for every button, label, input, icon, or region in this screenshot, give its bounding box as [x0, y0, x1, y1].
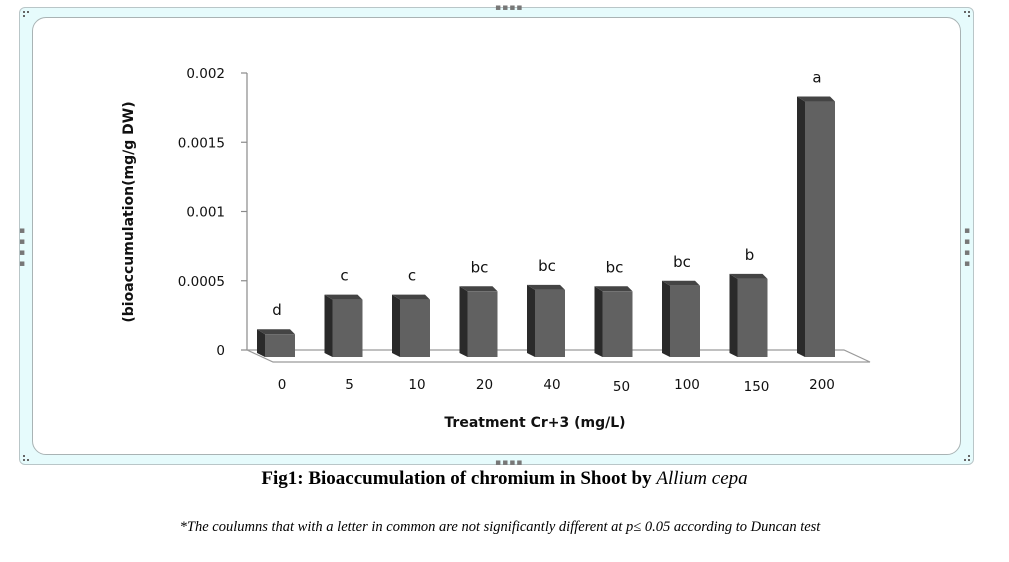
- resize-handle-bottom[interactable]: ▪▪▪▪: [495, 458, 524, 468]
- resize-handle-bottom-left[interactable]: [23, 455, 29, 461]
- bar-side: [797, 96, 805, 358]
- bar: [324, 294, 363, 357]
- bar-side: [324, 294, 333, 357]
- x-tick-label: 150: [744, 379, 770, 395]
- bar-side: [459, 286, 468, 357]
- bar-top: [257, 329, 295, 335]
- resize-handle-bottom-right[interactable]: [964, 455, 970, 461]
- resize-handle-top-left[interactable]: [23, 11, 29, 17]
- x-tick-label: 100: [674, 377, 700, 393]
- bar-front: [535, 289, 565, 357]
- significance-label: b: [745, 246, 755, 264]
- bar-side: [662, 280, 670, 357]
- significance-label: c: [408, 267, 416, 285]
- significance-label: bc: [471, 258, 489, 276]
- y-tick-label: 0.001: [186, 205, 225, 221]
- y-tick-label: 0.002: [186, 66, 225, 82]
- bar-side: [257, 329, 265, 357]
- bar-front: [400, 299, 430, 357]
- bar: [594, 286, 633, 357]
- bar: [729, 273, 768, 357]
- bar-top: [797, 96, 835, 102]
- bar-chart: 0 0.0005 0.001 0.0015 0.002 d 0 c 5 c 10 bc 20 bc 40 b…: [121, 66, 871, 431]
- footnote: *The coulumns that with a letter in comm…: [179, 519, 821, 535]
- x-tick-label: 0: [278, 377, 287, 393]
- resize-handle-top[interactable]: ▪▪▪▪: [495, 3, 524, 13]
- significance-label: a: [812, 69, 821, 87]
- bar: [662, 280, 700, 357]
- bar: [527, 284, 565, 357]
- bar-front: [265, 334, 295, 357]
- significance-label: bc: [673, 253, 691, 271]
- figure-caption-species: Allium cepa: [656, 468, 748, 489]
- bar-top: [729, 273, 768, 279]
- y-tick-label: 0.0015: [178, 135, 225, 151]
- figure-caption: Fig1: Bioaccumulation of chromium in Sho…: [0, 468, 1009, 490]
- figure-caption-text: : Bioaccumulation of chromium in Shoot b…: [297, 468, 657, 489]
- bar-front: [332, 299, 363, 357]
- bar: [392, 294, 430, 357]
- bar-front: [467, 291, 498, 357]
- x-tick-label: 40: [543, 377, 560, 393]
- resize-handle-left[interactable]: ▪▪▪▪: [17, 226, 27, 270]
- x-tick-label: 10: [408, 377, 425, 393]
- bar-top: [527, 284, 565, 290]
- bar-front: [805, 101, 835, 357]
- resize-handle-right[interactable]: ▪▪▪▪: [962, 226, 972, 270]
- resize-handle-top-right[interactable]: [964, 11, 970, 17]
- chart-floor: [246, 349, 871, 363]
- bar: [459, 286, 498, 357]
- y-axis-title: (bioaccumulation(mg/g DW): [121, 101, 137, 322]
- bar-top: [459, 286, 498, 292]
- labels: d 0 c 5 c 10 bc 20 bc 40 bc 50 bc 100 b 150 a 200: [272, 69, 835, 395]
- bar-front: [737, 278, 768, 357]
- bar-side: [594, 286, 603, 357]
- bar-side: [392, 294, 400, 357]
- x-tick-label: 50: [613, 379, 630, 395]
- bar-front: [602, 291, 633, 357]
- bar-top: [662, 280, 700, 286]
- significance-label: c: [340, 267, 348, 285]
- bar-side: [527, 284, 535, 357]
- bar-top: [392, 294, 430, 300]
- significance-label: bc: [606, 258, 624, 276]
- bar-top: [594, 286, 633, 292]
- bar: [257, 329, 295, 357]
- x-tick-label: 200: [809, 377, 835, 393]
- y-tick-label: 0.0005: [178, 274, 225, 290]
- axes: 0 0.0005 0.001 0.0015 0.002: [178, 66, 871, 363]
- figure-number: Fig1: [261, 468, 298, 489]
- x-tick-label: 20: [476, 377, 493, 393]
- x-axis-title: Treatment Cr+3 (mg/L): [444, 415, 625, 431]
- y-tick-label: 0: [216, 343, 225, 359]
- bar-side: [729, 273, 738, 357]
- significance-label: bc: [538, 257, 556, 275]
- bar-top: [324, 294, 363, 300]
- bars: [257, 96, 835, 358]
- bar: [797, 96, 835, 358]
- x-tick-label: 5: [345, 377, 354, 393]
- significance-label: d: [272, 301, 282, 319]
- bar-front: [670, 285, 700, 357]
